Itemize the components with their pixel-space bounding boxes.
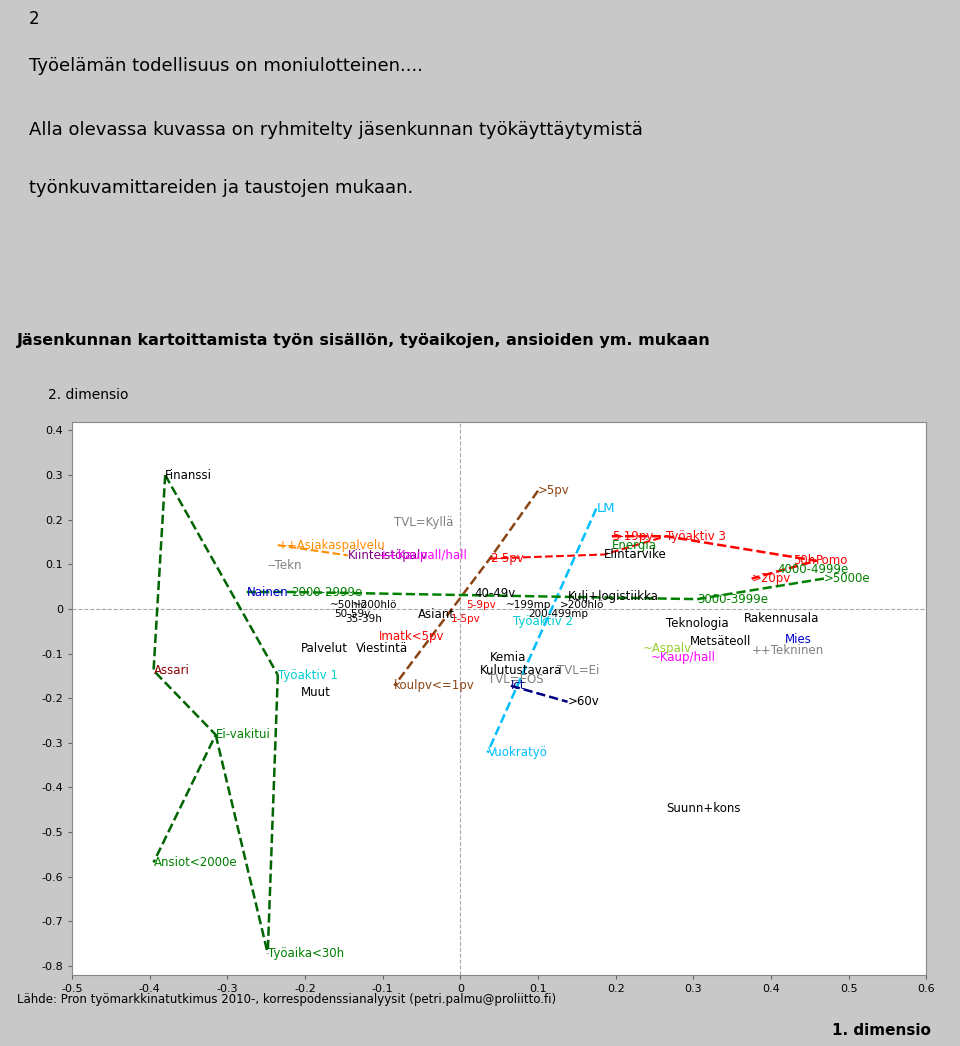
Text: Assari: Assari (154, 664, 189, 677)
Text: 50h: 50h (793, 554, 815, 567)
Text: Rakennusala: Rakennusala (744, 612, 819, 626)
Text: Elintarvike: Elintarvike (604, 548, 667, 561)
Text: Suunn+kons: Suunn+kons (666, 802, 741, 816)
Text: Työaktiv 3: Työaktiv 3 (666, 529, 726, 543)
Text: 50-59v: 50-59v (334, 610, 371, 619)
Text: Metsäteoll: Metsäteoll (689, 635, 751, 647)
Text: Mies: Mies (785, 633, 812, 645)
Text: Alla olevassa kuvassa on ryhmitelty jäsenkunnan työkäyttäytymistä: Alla olevassa kuvassa on ryhmitelty jäse… (29, 121, 642, 139)
Text: 40-49v: 40-49v (474, 587, 516, 599)
Text: Työaktiv 1: Työaktiv 1 (277, 668, 338, 682)
Text: Jäsenkunnan kartoittamista työn sisällön, työaikojen, ansioiden ym. mukaan: Jäsenkunnan kartoittamista työn sisällön… (17, 333, 711, 347)
Text: 200-499mp: 200-499mp (529, 610, 588, 619)
Text: Ansiot<2000e: Ansiot<2000e (154, 856, 237, 869)
Text: 1. dimensio: 1. dimensio (832, 1023, 931, 1038)
Text: Kiinteistöpalv: Kiinteistöpalv (348, 549, 428, 562)
Text: Ict: Ict (511, 679, 525, 692)
Text: >20pv: >20pv (752, 572, 791, 585)
Text: Energia: Energia (612, 539, 657, 551)
Text: --Tekn: --Tekn (268, 559, 302, 572)
Text: >60v: >60v (567, 696, 599, 708)
Text: 35-39h: 35-39h (346, 614, 382, 623)
Text: LM: LM (596, 502, 615, 515)
Text: TVL=Ei: TVL=Ei (558, 664, 600, 677)
Text: Kemia: Kemia (490, 651, 526, 663)
Text: 2-5pv: 2-5pv (490, 552, 523, 565)
Text: ~Aspalv: ~Aspalv (643, 642, 692, 655)
Text: ++Asiakaspalvelu: ++Asiakaspalvelu (277, 539, 386, 551)
Text: >5000e: >5000e (824, 572, 871, 585)
Text: >5pv: >5pv (538, 484, 570, 497)
Text: Asiant.: Asiant. (418, 608, 458, 621)
Text: ~50hlö: ~50hlö (330, 600, 368, 611)
Text: Muut: Muut (301, 686, 331, 700)
Text: koulpv<=1pv: koulpv<=1pv (395, 679, 475, 692)
Text: Työaika<30h: Työaika<30h (268, 947, 344, 960)
Text: Kulj+logistiikka: Kulj+logistiikka (567, 590, 659, 602)
Text: 4000-4999e: 4000-4999e (778, 563, 849, 576)
Text: Viestintä: Viestintä (355, 642, 408, 655)
Text: 3000-3999e: 3000-3999e (697, 593, 768, 606)
Text: TVL=Kyllä: TVL=Kyllä (395, 517, 454, 529)
Text: Ei-vakitui: Ei-vakitui (216, 728, 271, 742)
Text: >200hlö: >200hlö (560, 600, 604, 611)
Text: ~200hlö: ~200hlö (353, 600, 397, 611)
Text: 2. dimensio: 2. dimensio (48, 388, 129, 403)
Text: Työaktiv 2: Työaktiv 2 (514, 615, 573, 628)
Text: Työelämän todellisuus on moniulotteinen....: Työelämän todellisuus on moniulotteinen.… (29, 58, 422, 75)
Text: Teknologia: Teknologia (666, 617, 729, 630)
Text: ~Kaup/hall: ~Kaup/hall (651, 651, 715, 663)
Text: 2: 2 (29, 9, 39, 27)
Text: Pomo: Pomo (816, 554, 849, 567)
Text: TVL=EOS: TVL=EOS (488, 673, 543, 686)
Text: 5-19pv: 5-19pv (612, 529, 653, 543)
Text: ++Tekninen: ++Tekninen (752, 643, 824, 657)
Text: 5-9pv: 5-9pv (467, 600, 496, 611)
Text: Finanssi: Finanssi (165, 469, 212, 481)
Text: Vuokratyö: Vuokratyö (488, 746, 547, 759)
Text: Nainen: Nainen (247, 586, 288, 598)
Text: Kulutustavara: Kulutustavara (480, 664, 562, 677)
Text: 1-5pv: 1-5pv (451, 614, 481, 623)
Text: Lähde: Pron työmarkkinatutkimus 2010-, korrespodenssianalyysit (petri.palmu@prol: Lähde: Pron työmarkkinatutkimus 2010-, k… (17, 994, 557, 1006)
Text: Palvelut: Palvelut (301, 642, 348, 655)
Text: Imatk<5pv: Imatk<5pv (379, 630, 444, 643)
Text: ~199mp: ~199mp (505, 600, 551, 611)
Text: ++Kaupall/hall: ++Kaupall/hall (379, 549, 468, 562)
Text: 2000-2999e: 2000-2999e (291, 586, 362, 598)
Text: työnkuvamittareiden ja taustojen mukaan.: työnkuvamittareiden ja taustojen mukaan. (29, 179, 413, 197)
